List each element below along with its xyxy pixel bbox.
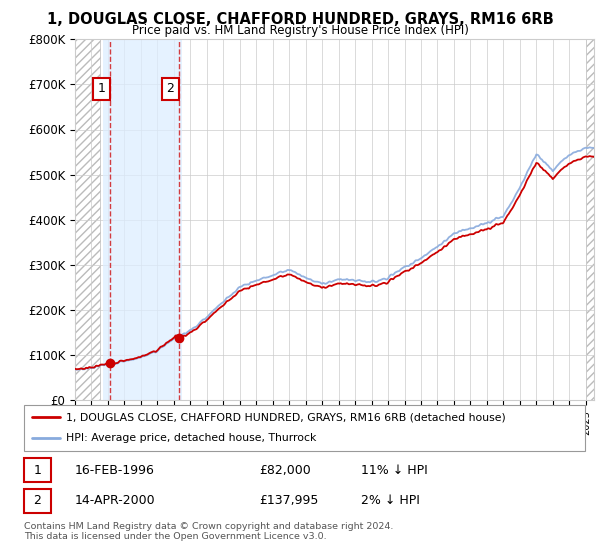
Text: 1, DOUGLAS CLOSE, CHAFFORD HUNDRED, GRAYS, RM16 6RB: 1, DOUGLAS CLOSE, CHAFFORD HUNDRED, GRAY… <box>47 12 553 27</box>
Bar <box>24 489 51 513</box>
Text: Contains HM Land Registry data © Crown copyright and database right 2024.
This d: Contains HM Land Registry data © Crown c… <box>24 522 394 542</box>
Bar <box>75 39 100 400</box>
Bar <box>586 39 594 400</box>
Text: 14-APR-2000: 14-APR-2000 <box>74 494 155 507</box>
Text: 1, DOUGLAS CLOSE, CHAFFORD HUNDRED, GRAYS, RM16 6RB (detached house): 1, DOUGLAS CLOSE, CHAFFORD HUNDRED, GRAY… <box>66 412 506 422</box>
Bar <box>103 39 182 400</box>
Text: Price paid vs. HM Land Registry's House Price Index (HPI): Price paid vs. HM Land Registry's House … <box>131 24 469 36</box>
Text: HPI: Average price, detached house, Thurrock: HPI: Average price, detached house, Thur… <box>66 433 316 444</box>
Text: 2: 2 <box>166 82 175 95</box>
Text: 11% ↓ HPI: 11% ↓ HPI <box>361 464 427 477</box>
Bar <box>103 39 182 400</box>
Text: 16-FEB-1996: 16-FEB-1996 <box>74 464 154 477</box>
Text: 1: 1 <box>34 464 41 477</box>
Text: £137,995: £137,995 <box>260 494 319 507</box>
Text: £82,000: £82,000 <box>260 464 311 477</box>
Text: 1: 1 <box>98 82 106 95</box>
Bar <box>24 458 51 482</box>
Text: 2% ↓ HPI: 2% ↓ HPI <box>361 494 419 507</box>
Text: 2: 2 <box>34 494 41 507</box>
